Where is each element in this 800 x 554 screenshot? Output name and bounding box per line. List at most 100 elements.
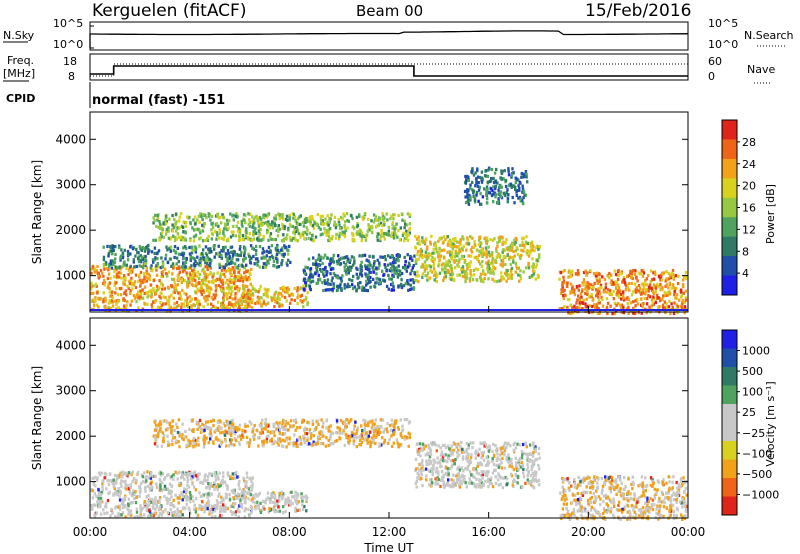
power-cell xyxy=(652,285,655,290)
power-cell xyxy=(626,285,630,289)
power-cell xyxy=(571,306,574,310)
power-cell xyxy=(495,247,498,251)
power-cell xyxy=(279,248,283,252)
power-cell xyxy=(654,289,657,293)
velocity-cell xyxy=(158,477,161,481)
velocity-cell xyxy=(102,479,105,483)
velocity-cell xyxy=(231,472,234,476)
power-cell xyxy=(491,277,494,281)
power-cell xyxy=(256,259,260,263)
power-cell xyxy=(647,285,651,289)
power-cell xyxy=(236,253,240,257)
velocity-cell xyxy=(157,508,161,512)
power-cell xyxy=(660,286,663,290)
velocity-cell xyxy=(355,436,359,440)
power-cell xyxy=(582,270,586,275)
power-cell xyxy=(111,296,114,300)
power-cell xyxy=(299,214,302,218)
power-cell xyxy=(438,236,441,240)
power-cell xyxy=(159,306,162,310)
velocity-cell xyxy=(146,503,149,507)
power-cell xyxy=(608,276,611,280)
power-cell xyxy=(177,260,180,264)
power-cell xyxy=(213,247,216,251)
power-cell xyxy=(93,303,96,308)
power-cell xyxy=(175,220,178,224)
velocity-cell xyxy=(281,495,285,499)
power-cell xyxy=(449,253,452,257)
power-cell xyxy=(644,292,647,296)
power-cell xyxy=(318,256,322,260)
velocity-cell xyxy=(204,479,208,483)
velocity-cell xyxy=(171,439,174,443)
power-cell xyxy=(634,299,637,303)
velocity-cell xyxy=(276,439,280,443)
velocity-cell xyxy=(187,485,191,489)
power-cell xyxy=(516,177,519,181)
power-cell xyxy=(363,216,366,220)
power-cell xyxy=(221,215,224,219)
power-cell xyxy=(223,275,227,279)
power-cell xyxy=(408,213,412,217)
power-cell xyxy=(302,287,305,291)
power-cell xyxy=(372,220,376,224)
velocity-cell xyxy=(149,488,152,492)
velocity-cell xyxy=(211,511,214,515)
velocity-cell xyxy=(182,494,185,499)
power-cell xyxy=(123,307,126,311)
velocity-cell xyxy=(405,418,409,422)
power-cell xyxy=(126,249,130,254)
frequency-line xyxy=(90,65,688,77)
velocity-cell xyxy=(219,514,222,518)
power-cell xyxy=(342,212,345,216)
velocity-cell xyxy=(174,493,177,497)
velocity-cell xyxy=(305,498,308,502)
power-cell xyxy=(185,273,189,277)
power-cell xyxy=(570,311,573,315)
power-cell xyxy=(136,251,139,255)
power-cell xyxy=(616,293,619,297)
power-cell xyxy=(338,234,341,238)
power-cell xyxy=(351,287,355,291)
power-cell xyxy=(220,256,223,260)
power-cell xyxy=(209,250,213,254)
velocity-cell xyxy=(223,431,226,435)
velocity-cell xyxy=(216,483,220,487)
power-cell xyxy=(326,278,330,282)
power-cell xyxy=(594,305,597,309)
power-cell xyxy=(614,272,618,277)
velocity-cell xyxy=(401,424,404,428)
power-cell xyxy=(155,224,158,228)
power-cell xyxy=(106,285,109,290)
power-cell xyxy=(678,298,681,302)
power-cell xyxy=(477,199,480,203)
power-cell xyxy=(421,239,424,244)
velocity-cell xyxy=(127,497,131,501)
power-cell xyxy=(440,236,443,240)
power-cell xyxy=(152,289,155,293)
power-cell xyxy=(298,215,301,219)
power-cell xyxy=(475,177,478,181)
power-cell xyxy=(566,305,569,309)
velocity-cell xyxy=(220,499,224,503)
power-cell xyxy=(533,269,536,273)
power-cell xyxy=(167,300,170,304)
power-cell xyxy=(222,286,225,290)
velocity-cell xyxy=(151,512,154,517)
power-cell xyxy=(120,286,123,291)
power-cell xyxy=(601,297,604,301)
power-cell xyxy=(196,218,199,222)
power-cell xyxy=(315,223,319,227)
power-cell xyxy=(241,264,244,268)
power-cell xyxy=(270,254,274,258)
velocity-cell xyxy=(170,485,173,489)
power-cell xyxy=(245,278,249,282)
power-cell xyxy=(214,293,218,297)
power-cell xyxy=(588,295,591,299)
power-cell xyxy=(566,281,569,285)
power-cell xyxy=(248,231,251,235)
velocity-cell xyxy=(261,499,265,503)
power-cell xyxy=(281,223,284,227)
velocity-cell xyxy=(316,437,320,442)
power-cell xyxy=(521,184,524,188)
